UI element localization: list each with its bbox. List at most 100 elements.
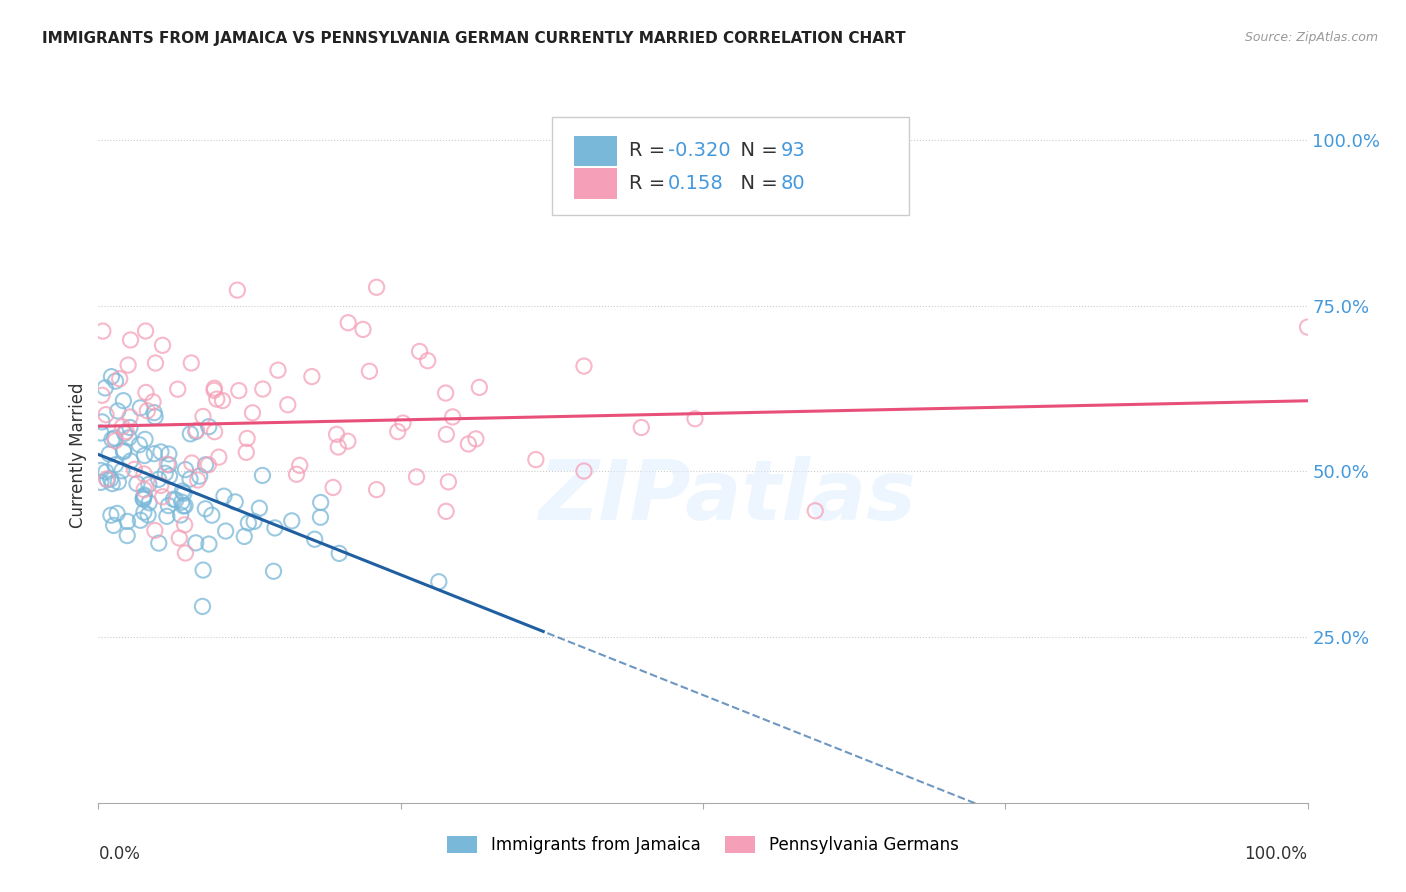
Point [277,398,299,412]
FancyBboxPatch shape [574,169,617,199]
Text: 0.0%: 0.0% [98,845,141,863]
Text: 93: 93 [780,141,806,161]
Point [104,458,127,472]
Point [366,280,388,294]
Point [152,490,174,504]
Point [138,477,160,491]
Point [457,437,479,451]
Point [115,425,138,439]
Point [117,358,139,372]
Point [441,409,464,424]
Point [524,452,547,467]
Point [242,406,264,420]
Point [117,515,139,529]
Point [408,344,430,359]
Point [111,464,134,478]
Point [1296,320,1319,334]
Point [91,388,114,402]
Point [157,499,180,513]
Point [572,464,595,478]
Point [194,501,217,516]
Point [204,425,226,439]
Point [309,510,332,524]
Point [142,394,165,409]
Point [309,495,332,509]
Point [107,475,129,489]
Point [157,447,180,461]
Point [180,356,202,370]
Point [107,404,129,418]
Point [155,467,177,481]
Point [136,404,159,418]
Point [118,431,141,445]
Point [101,476,124,491]
Text: R =: R = [630,174,678,193]
Legend: Immigrants from Jamaica, Pennsylvania Germans: Immigrants from Jamaica, Pennsylvania Ge… [440,829,966,861]
Point [224,495,246,509]
Point [112,444,135,458]
Point [174,462,197,476]
Point [90,425,112,440]
Point [94,408,117,422]
Point [143,447,166,461]
Point [132,492,155,507]
Point [337,316,360,330]
Point [179,472,201,486]
Point [100,508,122,523]
Point [104,431,127,445]
Point [134,488,156,502]
Point [197,458,219,472]
Point [328,546,350,560]
Point [264,521,287,535]
Point [416,353,439,368]
Point [134,449,156,463]
Point [174,499,197,513]
Point [179,426,201,441]
Point [96,472,118,486]
Point [114,426,136,441]
Point [198,537,221,551]
Point [683,411,706,425]
Point [202,381,225,395]
Point [180,456,202,470]
Point [132,490,155,504]
Point [235,445,257,459]
Point [198,419,221,434]
Point [136,508,159,522]
Text: 80: 80 [780,174,806,193]
Point [804,504,827,518]
Text: R =: R = [630,141,672,161]
Point [464,432,486,446]
Point [322,480,344,494]
Point [165,492,187,507]
Point [211,393,233,408]
Point [166,382,188,396]
Point [112,443,135,458]
Point [202,384,225,398]
Point [169,508,191,522]
Text: 100.0%: 100.0% [1244,845,1308,863]
Point [186,424,208,438]
Point [226,283,249,297]
FancyBboxPatch shape [551,118,908,215]
Text: N =: N = [728,141,785,161]
Point [120,454,142,468]
Point [236,432,259,446]
Point [98,447,121,461]
Point [427,574,450,589]
Point [212,489,235,503]
Point [120,333,142,347]
Point [100,369,122,384]
Point [238,516,260,530]
Point [128,438,150,452]
Point [149,445,172,459]
Text: 0.158: 0.158 [668,174,724,193]
Point [191,599,214,614]
Point [124,462,146,476]
Point [143,406,166,420]
Point [288,458,311,473]
Point [135,385,157,400]
Point [191,563,214,577]
Point [405,470,427,484]
Point [159,469,181,483]
